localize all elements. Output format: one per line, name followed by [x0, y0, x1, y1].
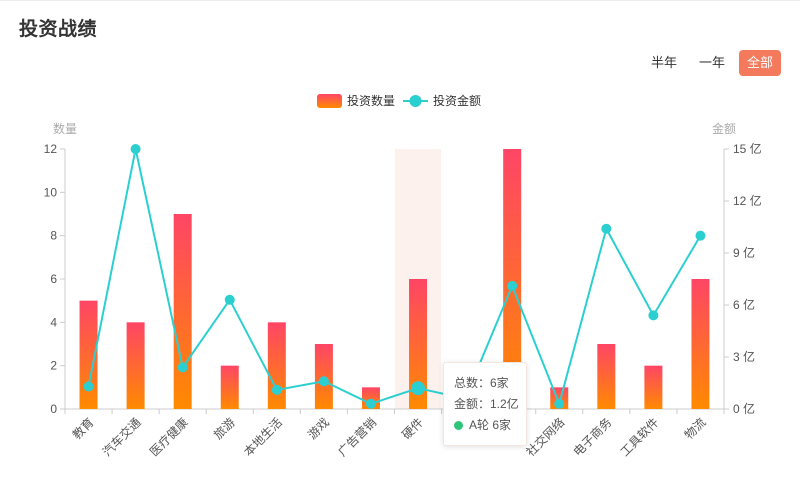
legend-bar-swatch [317, 94, 342, 108]
bar [503, 149, 522, 409]
bar [173, 214, 192, 409]
bar [691, 279, 710, 409]
x-tick-label: 硬件 [399, 415, 426, 442]
y2-tick-label: 15 亿 [733, 141, 762, 156]
tooltip-amount: 金额：1.2亿 [454, 397, 519, 411]
x-tick-label: 广告营销 [335, 415, 379, 459]
y-tick-label: 4 [50, 315, 57, 329]
bar [267, 322, 286, 409]
amount-point [318, 376, 329, 387]
x-tick-label: 游戏 [305, 415, 332, 442]
amount-point [365, 398, 376, 409]
y-tick-label: 12 [44, 142, 58, 156]
bar [644, 365, 663, 409]
x-tick-label: 物流 [682, 415, 709, 442]
y2-tick-label: 9 亿 [733, 245, 755, 260]
amount-point [271, 384, 282, 395]
y-tick-label: 8 [50, 229, 57, 243]
tab-all[interactable]: 全部 [738, 50, 781, 76]
amount-point [507, 280, 518, 291]
y-tick-label: 10 [44, 185, 58, 199]
bar [597, 344, 616, 409]
amount-point [130, 144, 141, 154]
y-tick-label: 2 [50, 359, 57, 373]
bar [126, 322, 145, 409]
amount-point [695, 230, 706, 241]
legend-line-marker [409, 95, 422, 107]
tooltip-total: 总数：6家 [454, 376, 509, 390]
amount-point [83, 381, 94, 392]
amount-point [648, 310, 659, 321]
x-tick-label: 本地生活 [241, 415, 285, 459]
bar [220, 365, 239, 409]
x-tick-label: 社交网络 [523, 415, 568, 460]
y2-axis-title: 金额 [712, 121, 736, 136]
x-tick-label: 工具软件 [618, 415, 662, 459]
x-tick-label: 医疗健康 [146, 415, 191, 460]
y-tick-label: 6 [50, 272, 57, 286]
tooltip-round-row: A轮 6家 [454, 415, 526, 436]
page-title: 投资战绩 [19, 19, 98, 40]
x-tick-label: 电子商务 [570, 415, 615, 460]
y2-tick-label: 12 亿 [733, 193, 762, 208]
x-tick-label: 汽车交通 [99, 415, 144, 460]
amount-point [224, 294, 235, 305]
amount-point [177, 362, 188, 373]
legend-bar-label: 投资数量 [347, 93, 395, 108]
y2-tick-label: 3 亿 [733, 349, 755, 364]
chart-tooltip: 总数：6家 金额：1.2亿 A轮 6家 [443, 362, 527, 446]
y-axis-title: 数量 [53, 121, 77, 136]
y2-tick-label: 6 亿 [733, 297, 755, 312]
legend-line-label: 投资金额 [433, 93, 481, 108]
amount-point [601, 223, 612, 234]
y2-tick-label: 0 亿 [733, 401, 755, 416]
top-divider [0, 0, 800, 1]
x-tick-label: 教育 [69, 415, 97, 443]
range-tabs: 半年 一年 全部 [643, 50, 781, 76]
y-tick-label: 0 [50, 402, 57, 416]
tab-one-year[interactable]: 一年 [698, 55, 725, 70]
bar [79, 300, 98, 409]
amount-line [87, 148, 702, 407]
tooltip-round: A轮 6家 [469, 418, 512, 432]
x-tick-label: 旅游 [211, 415, 238, 442]
amount-point [554, 398, 565, 409]
amount-point [411, 381, 426, 396]
round-dot-icon [454, 421, 463, 430]
bar [409, 279, 428, 409]
tab-half-year[interactable]: 半年 [650, 55, 677, 70]
